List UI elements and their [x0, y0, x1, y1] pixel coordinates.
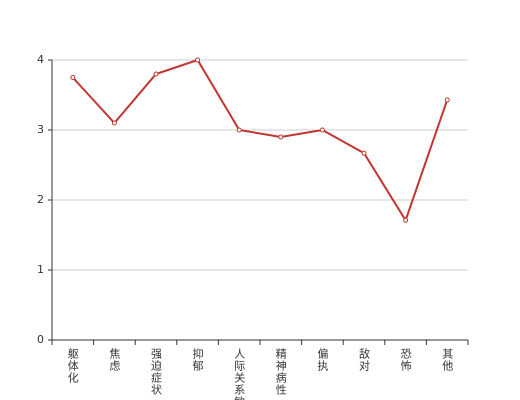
point: [111, 120, 117, 126]
point: [153, 71, 159, 77]
x-tick-label: 人际关系敏感: [233, 348, 246, 400]
y-tick-label: 4: [37, 53, 44, 66]
point: [361, 150, 367, 156]
point: [70, 75, 76, 80]
point: [444, 97, 450, 103]
x-tick-label: 其他: [441, 348, 454, 372]
y-tick-label: 0: [37, 333, 44, 346]
x-tick-label: 恐怖: [399, 348, 412, 372]
point: [195, 57, 201, 63]
x-tick-label: 强迫症状: [150, 348, 163, 396]
y-tick-label: 2: [37, 193, 44, 206]
point: [278, 134, 284, 140]
line: [72, 58, 449, 223]
point: [319, 127, 325, 133]
x-tick-label: 抑郁: [191, 347, 204, 372]
x-tick-label: 偏执: [316, 347, 329, 372]
x-tick-label: 精神病性: [274, 348, 287, 396]
y-tick-label: 1: [37, 263, 44, 276]
x-tick-label: 焦虑: [108, 348, 121, 372]
x-tick-label: 躯体化: [66, 348, 79, 384]
y-tick-label: 3: [37, 123, 44, 136]
point: [403, 217, 409, 223]
point: [236, 127, 242, 133]
x-tick-label: 敌对: [358, 347, 371, 372]
